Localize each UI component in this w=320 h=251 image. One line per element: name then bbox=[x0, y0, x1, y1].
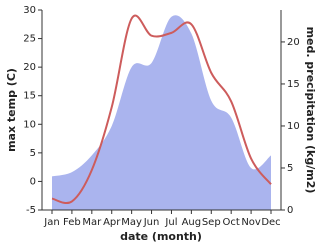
y2-tick-label: 5 bbox=[287, 163, 293, 174]
y-tick-label: 15 bbox=[23, 91, 36, 102]
precipitation-area bbox=[52, 15, 271, 211]
x-tick-label: Dec bbox=[261, 217, 280, 228]
x-tick-label: Feb bbox=[63, 217, 81, 228]
x-axis-label: date (month) bbox=[120, 230, 202, 243]
y2-tick-label: 10 bbox=[287, 121, 300, 132]
x-tick-label: Apr bbox=[103, 217, 121, 228]
y2-tick-label: 20 bbox=[287, 37, 300, 48]
y-tick-label: 5 bbox=[30, 148, 36, 159]
y2-tick-label: 15 bbox=[287, 79, 300, 90]
y-axis-label: max temp (C) bbox=[5, 68, 18, 152]
x-tick-label: Mar bbox=[82, 217, 102, 228]
y-tick-label: 20 bbox=[23, 62, 36, 73]
x-tick-label: Jun bbox=[143, 217, 160, 228]
x-tick-label: May bbox=[121, 217, 142, 228]
temperature-line bbox=[51, 14, 272, 205]
x-tick-label: Nov bbox=[241, 217, 261, 228]
y-tick-label: 0 bbox=[30, 176, 36, 187]
y-tick-label: 30 bbox=[23, 5, 36, 16]
x-tick-label: Sep bbox=[202, 217, 221, 228]
y-tick-label: 25 bbox=[23, 34, 36, 45]
x-tick-label: Jul bbox=[164, 217, 177, 228]
y-tick-label: -5 bbox=[26, 205, 36, 216]
y-tick-label: 10 bbox=[23, 119, 36, 130]
x-tick-label: Oct bbox=[223, 217, 240, 228]
y2-axis-label: med. precipitation (kg/m2) bbox=[304, 27, 317, 194]
y2-tick-label: 0 bbox=[287, 205, 293, 216]
x-tick-label: Jan bbox=[43, 217, 59, 228]
x-tick-label: Aug bbox=[182, 217, 202, 228]
